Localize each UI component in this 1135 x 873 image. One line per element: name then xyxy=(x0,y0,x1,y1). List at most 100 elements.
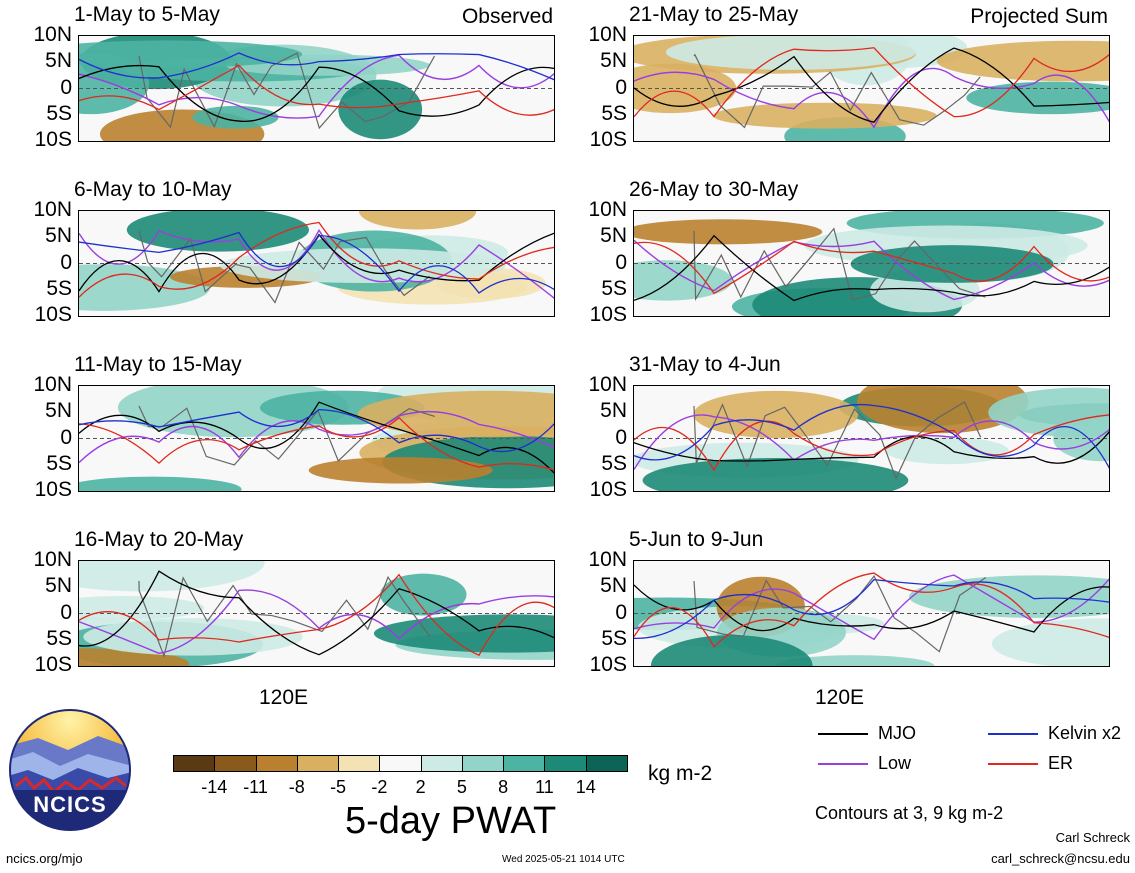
anomaly-blob xyxy=(988,387,1109,438)
panel-title: 5-Jun to 9-Jun xyxy=(629,528,764,551)
panel-title: 16-May to 20-May xyxy=(74,528,244,551)
contour-line xyxy=(79,221,554,298)
contour-line xyxy=(634,47,1109,118)
y-tick-label: 5N xyxy=(45,49,72,73)
anomaly-blob xyxy=(79,648,190,666)
panel-label: Observed xyxy=(461,5,553,28)
anomaly-blob xyxy=(79,476,242,491)
contour-line xyxy=(79,570,554,656)
anomaly-blob xyxy=(79,561,265,592)
coastline xyxy=(138,575,431,658)
pwat-map-panel xyxy=(78,35,555,142)
coastline xyxy=(693,227,986,302)
anomaly-blob xyxy=(634,219,823,245)
pwat-map-panel xyxy=(78,210,555,317)
anomaly-blob xyxy=(693,390,859,439)
contour-line xyxy=(634,572,1109,648)
colorbar-label: 11 xyxy=(535,777,554,797)
y-tick-label: 5S xyxy=(601,626,627,650)
y-tick-label: 10S xyxy=(589,128,627,151)
colorbar-swatch xyxy=(379,755,422,772)
contour-line xyxy=(634,240,1109,295)
coastline xyxy=(138,52,436,130)
colorbar-label: -8 xyxy=(288,777,305,797)
anomaly-blob xyxy=(83,618,303,656)
colorbar-swatch xyxy=(296,755,340,772)
panel-label: Projected Sum xyxy=(970,5,1108,28)
anomaly-blob xyxy=(79,40,303,69)
anomaly-blob xyxy=(338,79,423,140)
pwat-map-panel xyxy=(633,35,1110,142)
anomaly-blob xyxy=(642,458,909,491)
anomaly-blob xyxy=(665,36,916,70)
colorbar-label: -5 xyxy=(330,777,347,797)
colorbar-label: 5 xyxy=(456,777,467,797)
colorbar-label: -2 xyxy=(371,777,388,797)
panel-title: 11-May to 15-May xyxy=(74,353,242,376)
y-tick-label: 10S xyxy=(34,303,72,326)
y-tick-label: 5N xyxy=(600,399,627,423)
y-tick-label: 5S xyxy=(46,451,72,475)
contour-line xyxy=(634,234,1109,302)
chart-title: 5-day PWAT xyxy=(345,800,557,842)
coastline xyxy=(138,230,431,304)
contour-line xyxy=(79,589,554,655)
colorbar-swatch xyxy=(338,755,381,772)
y-tick-label: 10S xyxy=(34,653,72,676)
pwat-map-panel xyxy=(78,560,555,667)
pwat-map-panel xyxy=(633,385,1110,492)
legend-label: MJO xyxy=(878,723,916,743)
pwat-map-panel xyxy=(78,385,555,492)
y-tick-label: 5S xyxy=(46,101,72,125)
contour-line xyxy=(79,410,554,464)
y-tick-label: 5N xyxy=(600,49,627,73)
logo-text: NCICS xyxy=(33,792,107,817)
contour-line xyxy=(79,408,554,453)
y-tick-label: 10N xyxy=(33,373,72,396)
contour-line xyxy=(634,578,1109,639)
contour-line xyxy=(634,47,1109,123)
y-tick-label: 5S xyxy=(601,276,627,300)
y-tick-label: 0 xyxy=(615,425,627,449)
contour-line xyxy=(79,54,554,119)
contour-line xyxy=(634,431,1109,464)
panel-title: 1-May to 5-May xyxy=(74,3,220,26)
legend-swatch xyxy=(818,763,868,765)
panel-title: 6-May to 10-May xyxy=(74,178,232,201)
anomaly-blob xyxy=(885,437,1009,465)
y-tick-label: 10S xyxy=(589,303,627,326)
contour-line xyxy=(79,228,554,299)
contour-line xyxy=(634,403,1109,469)
colorbar-swatch xyxy=(503,755,546,772)
legend-label: Kelvin x2 xyxy=(1048,723,1122,743)
y-tick-label: 10N xyxy=(33,198,72,221)
anomaly-blob xyxy=(713,102,937,129)
anomaly-blob xyxy=(308,457,493,484)
y-tick-label: 5N xyxy=(600,574,627,598)
anomaly-blob xyxy=(220,248,506,284)
y-tick-label: 10S xyxy=(589,478,627,501)
coastline xyxy=(693,574,987,653)
y-tick-label: 10N xyxy=(588,373,627,396)
colorbar: -14 -11 -8 -5 -2 2 5 8 11 14 xyxy=(173,755,628,797)
y-tick-label: 10N xyxy=(33,548,72,571)
coastline xyxy=(693,53,981,129)
legend-swatch xyxy=(818,733,868,735)
contour-line xyxy=(79,573,554,657)
y-tick-label: 5N xyxy=(600,224,627,248)
contour-line xyxy=(79,416,554,471)
contour-line xyxy=(634,67,1109,129)
y-tick-label: 10N xyxy=(33,23,72,46)
x-tick-left: 120E xyxy=(259,686,309,709)
footer-email[interactable]: carl_schreck@ncsu.edu xyxy=(991,851,1130,866)
anomaly-blob xyxy=(991,618,1109,666)
y-tick-label: 10S xyxy=(34,478,72,501)
legend-label: ER xyxy=(1048,753,1074,773)
pwat-map-panel xyxy=(633,560,1110,667)
y-tick-label: 10S xyxy=(34,128,72,151)
contour-line xyxy=(79,401,554,474)
footer-url[interactable]: ncics.org/mjo xyxy=(6,851,83,866)
legend-swatch xyxy=(988,763,1038,765)
colorbar-swatch xyxy=(255,755,298,772)
anomaly-blob xyxy=(126,211,310,252)
